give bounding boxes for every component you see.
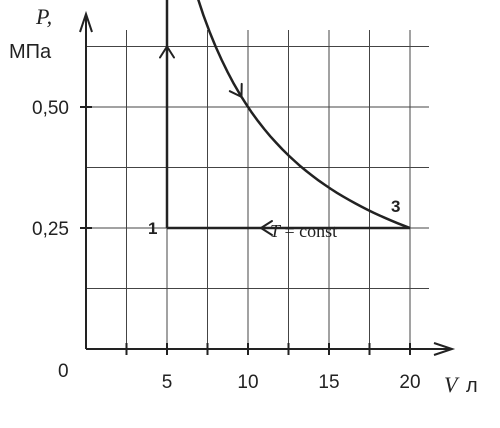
x-tick-label: 10 bbox=[237, 372, 258, 393]
origin-label: 0 bbox=[58, 361, 69, 382]
arrow-3-1 bbox=[260, 220, 273, 236]
y-axis-arrowhead bbox=[79, 10, 93, 33]
process-2-3 bbox=[197, 0, 411, 230]
x-axis-arrowhead bbox=[433, 342, 456, 356]
axes bbox=[79, 10, 456, 356]
point-labels: 123 bbox=[148, 197, 400, 238]
x-tick-label: 15 bbox=[318, 372, 339, 393]
x-axis-label: V bbox=[444, 372, 460, 397]
y-tick-label: 0,25 bbox=[32, 219, 69, 240]
y-axis-label: P, bbox=[35, 4, 52, 29]
annotation-variable: T bbox=[270, 221, 282, 241]
isotherm-annotation: T = const bbox=[270, 221, 337, 241]
ticks bbox=[80, 106, 411, 355]
x-axis-unit: л bbox=[466, 375, 478, 397]
annotation-text: = const bbox=[280, 221, 337, 241]
x-tick-label: 20 bbox=[399, 372, 420, 393]
y-tick-label: 0,50 bbox=[32, 98, 69, 119]
direction-arrows bbox=[159, 45, 273, 236]
y-axis-unit: МПа bbox=[9, 41, 52, 63]
arrow-1-2 bbox=[159, 45, 175, 59]
point-label-1: 1 bbox=[148, 219, 157, 238]
grid bbox=[86, 30, 429, 349]
point-label-3: 3 bbox=[391, 197, 400, 216]
x-tick-label: 5 bbox=[162, 372, 173, 393]
arrow-2-3 bbox=[228, 82, 243, 98]
